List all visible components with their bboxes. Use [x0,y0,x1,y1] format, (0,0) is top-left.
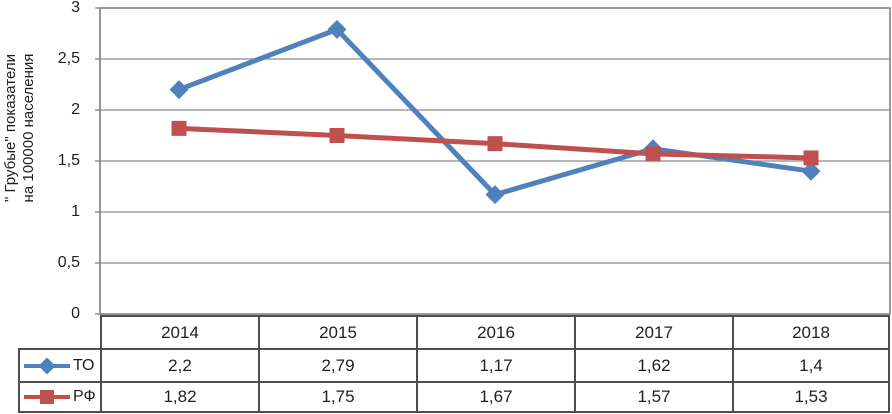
diamond-marker [485,185,505,205]
y-tick-0-5: 0,5 [57,254,80,271]
rf-value-2017: 1,57 [574,381,732,413]
y-tick-3: 3 [71,0,80,16]
square-marker [329,128,345,143]
legend-to: ТО [18,348,100,381]
year-header-2015: 2015 [258,315,416,348]
diamond-marker [801,161,821,181]
square-marker [487,136,503,152]
square-marker [645,146,661,162]
y-tick-2: 2 [71,101,80,118]
rf-value-2018: 1,53 [732,381,890,413]
to-value-2015: 2,79 [258,348,416,381]
year-header-2018: 2018 [732,315,890,348]
rf-value-2016: 1,67 [416,381,574,413]
year-header-2014: 2014 [100,315,258,348]
rf-value-2015: 1,75 [258,381,416,413]
square-marker [803,150,819,166]
rf-series-legend-icon [24,388,70,406]
square-marker [171,120,187,136]
rf-value-2014: 1,82 [100,381,258,413]
table-spacer-cell [18,315,100,348]
series-line-ТО [178,26,812,198]
diamond-marker [327,19,347,39]
diamond-marker [169,80,189,100]
diamond-marker-icon [38,357,56,374]
to-series-label: ТО [73,356,95,374]
y-tick-1: 1 [71,203,80,220]
legend-rf: РФ [18,381,100,413]
plot-border [99,7,891,315]
to-series-legend-icon [24,357,70,375]
to-value-2016: 1,17 [416,348,574,381]
y-tick-1-5: 1,5 [57,152,80,169]
rf-series-label: РФ [73,388,96,405]
square-marker-icon [40,390,54,404]
to-value-2017: 1,62 [574,348,732,381]
year-header-2017: 2017 [574,315,732,348]
y-tick-2-5: 2,5 [57,50,80,67]
to-value-2014: 2,2 [100,348,258,381]
to-value-2018: 1,4 [732,348,890,381]
chart-data-table: 2014 2015 2016 2017 2018 ТО 2,2 2,79 1,1… [18,315,890,413]
y-tick-0: 0 [71,305,80,322]
year-header-2016: 2016 [416,315,574,348]
